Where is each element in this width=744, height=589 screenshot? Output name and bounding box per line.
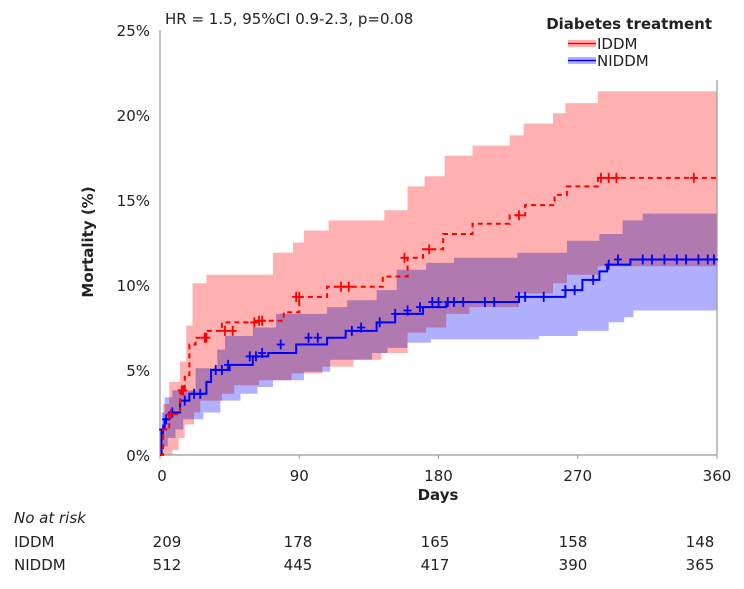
censor-mark-niddm — [660, 254, 669, 265]
censor-mark-iddm — [596, 172, 605, 183]
censor-mark-niddm — [162, 414, 171, 425]
legend-niddm-label: NIDDM — [597, 52, 649, 70]
hazard-ratio-annotation: HR = 1.5, 95%CI 0.9-2.3, p=0.08 — [165, 10, 413, 28]
y-tick-label: 5% — [126, 362, 150, 380]
y-tick-label: 15% — [117, 192, 150, 210]
legend-iddm-label: IDDM — [597, 35, 637, 53]
censor-mark-niddm — [375, 317, 384, 328]
at-risk-value-iddm: 148 — [685, 533, 715, 551]
censor-mark-iddm — [250, 317, 259, 328]
censor-mark-niddm — [521, 291, 530, 302]
censor-mark-niddm — [304, 332, 313, 343]
censor-mark-niddm — [180, 395, 189, 406]
censor-mark-niddm — [709, 254, 718, 265]
at-risk-value-iddm: 209 — [152, 533, 182, 551]
censor-mark-iddm — [337, 281, 346, 292]
censor-mark-iddm — [179, 385, 188, 396]
y-tick-label: 0% — [126, 447, 150, 465]
censor-mark-niddm — [480, 297, 489, 307]
censor-mark-niddm — [313, 332, 322, 343]
censor-mark-iddm — [258, 315, 267, 326]
y-tick-label: 20% — [117, 107, 150, 125]
censor-mark-niddm — [168, 407, 177, 418]
censor-mark-niddm — [196, 388, 205, 399]
censor-mark-niddm — [459, 297, 468, 307]
censor-mark-iddm — [400, 252, 409, 263]
x-tick-label: 0 — [157, 467, 167, 485]
x-tick-label: 270 — [563, 467, 592, 485]
at-risk-value-niddm: 365 — [685, 556, 715, 574]
censor-mark-niddm — [570, 285, 579, 296]
at-risk-value-niddm: 445 — [283, 556, 313, 574]
at-risk-title: No at risk — [14, 509, 86, 527]
censor-mark-niddm — [403, 305, 412, 316]
x-tick-label: 180 — [424, 467, 453, 485]
censor-mark-niddm — [589, 274, 598, 285]
at-risk-value-iddm: 158 — [558, 533, 588, 551]
legend-title: Diabetes treatment — [546, 15, 712, 33]
ci-band-niddm — [160, 213, 717, 455]
censor-mark-iddm — [166, 409, 175, 420]
censor-mark-niddm — [648, 254, 657, 265]
censor-mark-niddm — [449, 297, 458, 307]
at-risk-label-niddm: NIDDM — [14, 556, 66, 574]
censor-mark-iddm — [612, 172, 621, 183]
censor-mark-iddm — [295, 291, 304, 302]
censor-mark-iddm — [220, 325, 229, 336]
censor-mark-niddm — [694, 254, 703, 265]
censor-mark-iddm — [202, 332, 211, 343]
censor-mark-niddm — [672, 254, 681, 265]
censor-mark-niddm — [682, 254, 691, 265]
censor-mark-niddm — [258, 348, 267, 358]
x-tick-label: 360 — [703, 467, 732, 485]
censor-mark-niddm — [561, 285, 570, 296]
censor-mark-iddm — [514, 210, 523, 221]
censor-mark-niddm — [539, 291, 548, 302]
y-tick-label: 25% — [117, 22, 150, 40]
at-risk-value-niddm: 390 — [558, 556, 588, 574]
censor-mark-niddm — [638, 254, 647, 265]
y-axis-label: Mortality (%) — [79, 186, 97, 297]
at-risk-label-iddm: IDDM — [14, 533, 55, 551]
y-tick-label: 10% — [117, 277, 150, 295]
at-risk-value-niddm: 512 — [152, 556, 182, 574]
censor-mark-niddm — [276, 339, 285, 350]
censor-mark-iddm — [228, 325, 237, 336]
censor-mark-iddm — [689, 172, 698, 183]
censor-mark-niddm — [391, 308, 400, 319]
censor-mark-niddm — [434, 297, 443, 307]
censor-mark-niddm — [224, 359, 233, 370]
censor-mark-niddm — [357, 322, 366, 333]
censor-mark-iddm — [604, 172, 613, 183]
censor-mark-niddm — [347, 325, 356, 336]
at-risk-value-niddm: 417 — [420, 556, 450, 574]
at-risk-value-iddm: 165 — [420, 533, 450, 551]
censor-mark-niddm — [251, 351, 260, 362]
x-axis-label: Days — [418, 486, 459, 504]
censor-mark-niddm — [415, 302, 424, 313]
censor-mark-niddm — [490, 297, 499, 307]
x-tick-label: 90 — [290, 467, 309, 485]
censor-mark-iddm — [425, 244, 434, 255]
censor-mark-niddm — [217, 365, 226, 375]
censor-mark-niddm — [604, 259, 613, 270]
censor-mark-niddm — [613, 254, 622, 265]
legend: Diabetes treatment IDDM NIDDM — [546, 15, 712, 70]
at-risk-value-iddm: 178 — [283, 533, 313, 551]
censor-mark-iddm — [344, 281, 353, 292]
